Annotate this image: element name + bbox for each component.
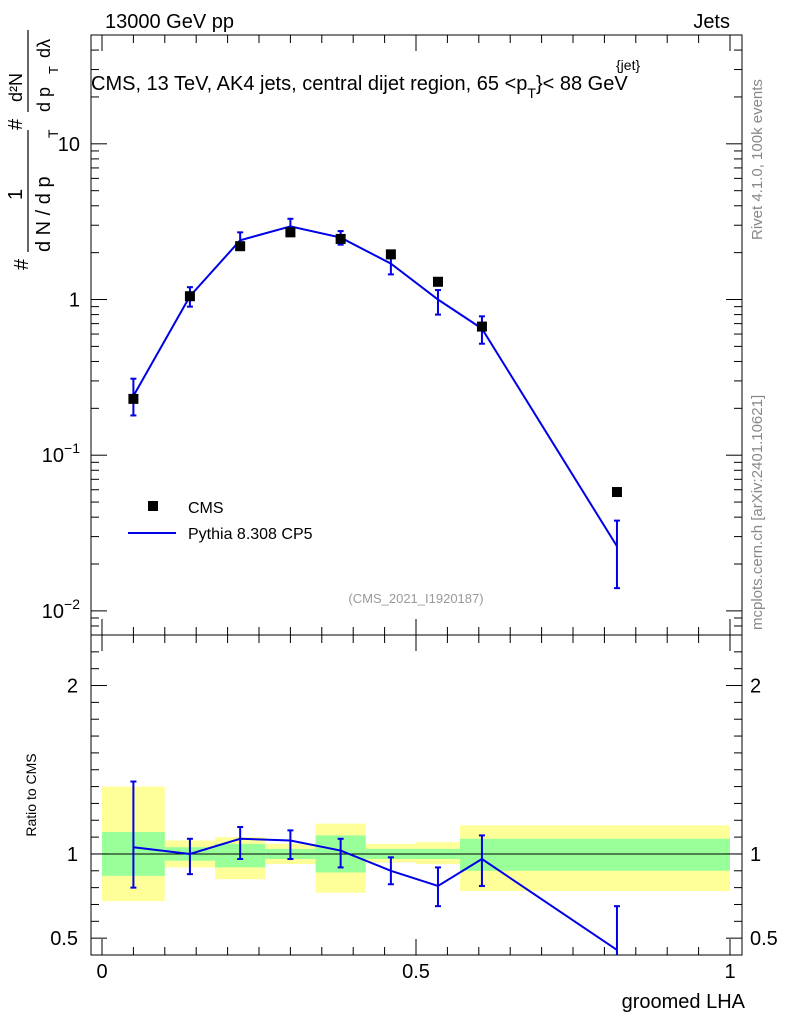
tick-base: 10 [42,445,64,467]
x-tick-label: 0.5 [402,961,430,983]
watermark: (CMS_2021_I1920187) [348,591,483,606]
cms-data-point [285,227,296,238]
legend-pythia-label: Pythia 8.308 CP5 [188,526,313,543]
cms-data-point [611,487,622,498]
title-main: CMS, 13 TeV, AK4 jets, central dijet reg… [91,73,527,95]
main-panel-frame [90,34,743,636]
title-sup: {jet} [616,57,640,73]
ratio-ylabel: Ratio to CMS [23,753,39,836]
ylabel-T2: T [46,66,61,74]
pythia-line [132,225,618,547]
ylabel-one: 1 [5,189,27,200]
side-text-top: Rivet 4.1.0, 100k events [749,79,766,240]
ratio-y-tick-label: 2 [67,676,78,698]
header-right: Jets [693,11,730,33]
tick-exponent: −2 [64,596,80,612]
ratio-y-tick-label-right: 1 [750,844,761,866]
ylabel-dN: d N / d p [33,176,55,252]
ylabel-T1: T [45,129,61,138]
title-sub: T [527,85,536,101]
legend-cms-marker [148,501,158,511]
main-y-tick-label: 1 [69,290,80,312]
cms-data-point [385,249,396,260]
ratio-y-tick-label-right: 2 [750,676,761,698]
legend-cms-label: CMS [188,500,224,517]
title-end: }< 88 GeV [536,73,628,95]
cms-data-point [335,233,346,244]
ratio-y-tick-label: 1 [67,844,78,866]
tick-base: 10 [42,601,64,623]
cms-data-point [432,276,443,287]
ylabel-dlambda: dλ [34,39,54,58]
tick-base: 10 [58,134,80,156]
ylabel-hash1: # [11,258,33,270]
main-y-tick-label: 10 [58,134,80,156]
ratio-band-inner [459,838,730,871]
ylabel-dp: d p [34,87,54,112]
plot-title: CMS, 13 TeV, AK4 jets, central dijet reg… [91,73,628,101]
main-y-tick-label: 10−1 [42,440,80,467]
header-left: 13000 GeV pp [105,11,234,33]
ratio-y-tick-label-right: 0.5 [750,928,778,950]
cms-data-point [476,321,487,332]
ylabel-hash2: # [5,118,27,130]
side-text-bottom: mcplots.cern.ch [arXiv:2401.10621] [749,395,766,630]
cms-data-point [184,291,195,302]
main-y-tick-label: 10−2 [42,596,80,623]
ratio-panel-frame [90,634,743,956]
x-tick-label: 0 [96,961,107,983]
cms-data-point [235,241,246,252]
cms-data-point [128,393,139,404]
x-tick-label: 1 [724,961,735,983]
main-ylabel: # 1 d N / d p T # d²N d p T dλ [5,30,61,270]
ratio-y-tick-label: 0.5 [50,928,78,950]
ylabel-d2N: d²N [6,73,26,102]
xlabel: groomed LHA [622,991,746,1013]
tick-exponent: −1 [64,440,80,456]
tick-base: 1 [69,290,80,312]
